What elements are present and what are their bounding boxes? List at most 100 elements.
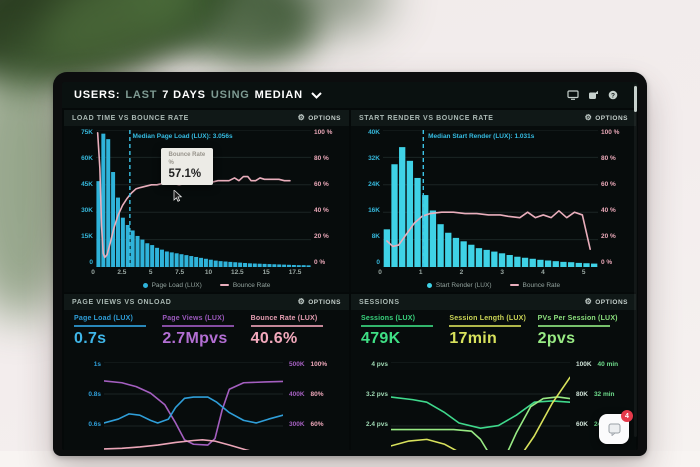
dashboard-topbar: USERS: LAST 7 DAYS USING MEDIAN [62,82,638,108]
title-days: 7 DAYS [162,89,206,101]
axis-tick-label: 4 pvs [371,361,388,368]
metric-bounce-rate: Bounce Rate (LUX) 40.6% [250,315,339,359]
metric-page-views: Page Views (LUX) 2.7Mpvs [162,315,250,359]
axis-tick-label: 40K [368,129,380,136]
options-label: OPTIONS [595,114,628,122]
metric-underline [449,325,522,327]
x-tick-label: 3 [500,269,504,276]
axis-tick-label: 100 % [314,129,333,136]
y-axis-right: 100 % 80 % 60 % 40 % 20 % 0 % [598,129,632,267]
gear-icon: ⚙ [297,113,306,122]
panel-page-views: PAGE VIEWS VS ONLOAD ⚙ OPTIONS Page Load… [64,294,349,450]
x-tick-label: 12.5 [231,269,244,276]
metric-value: 17min [449,329,498,347]
tooltip-value: 57.1% [168,168,202,181]
panel-start-render: START RENDER VS BOUNCE RATE ⚙ OPTIONS 40… [351,110,636,292]
options-button[interactable]: ⚙ OPTIONS [585,114,628,122]
tooltip-unit: % [168,159,174,166]
legend-item[interactable]: Page Load (LUX) [142,281,202,289]
chat-widget-button[interactable]: 4 [599,410,633,444]
display-icon[interactable] [567,90,579,100]
axis-tick-label: 1s [93,361,101,368]
title-using: USING [210,89,250,101]
scrollbar-thumb[interactable] [634,86,637,112]
x-tick-label: 0 [378,269,382,276]
x-tick-label: 10 [204,269,213,276]
metric-row: Sessions (LUX) 479K Session Length (LUX)… [351,310,636,360]
axis-tick-label: 30K [81,207,93,215]
panel-header: START RENDER VS BOUNCE RATE ⚙ OPTIONS [351,110,636,126]
axis-tick-label: 8K [371,233,380,241]
tooltip-title: Bounce Rate % [169,152,206,168]
page-views-chart [104,362,283,450]
chart-area: 1s0.8s0.6s0.4s 500K100%400K80%300K60%200… [64,360,349,450]
x-tick-label: 17.5 [288,269,302,276]
options-button[interactable]: ⚙ OPTIONS [298,114,341,122]
axis-tick-label: 0 [376,259,380,267]
x-tick-label: 15 [262,269,270,276]
sessions-chart [391,362,570,450]
y-axis-left: 1s0.8s0.6s0.4s [68,361,104,450]
axis-tick-label: 80 % [601,155,616,163]
axis-tick-pair: 300K 60% [289,420,324,428]
svg-text:?: ? [611,92,615,99]
scrollbar-track[interactable] [634,84,637,438]
x-tick-label: 0 [91,269,95,276]
legend-label: Start Render (LUX) [435,281,492,289]
axis-tick-label: 60 % [601,181,616,189]
notification-badge: 4 [621,410,633,422]
axis-tick-label: 0.8s [88,390,101,398]
title-last: LAST [125,89,158,101]
options-label: OPTIONS [308,114,341,122]
metric-label: Page Load (LUX) [74,315,134,322]
legend-item[interactable]: Bounce Rate [219,282,270,289]
axis-tick-label: 45K [81,181,93,189]
options-label: OPTIONS [595,298,628,306]
axis-tick-label: 3.2 pvs [365,390,388,398]
metric-label: PVs Per Session (LUX) [537,315,618,322]
metric-label: Sessions (LUX) [361,315,416,322]
legend-label: Page Load (LUX) [151,281,202,289]
axis-tick-label: 15K [81,233,93,241]
metric-page-load: Page Load (LUX) 0.7s [74,315,162,359]
gear-icon: ⚙ [584,297,593,306]
laptop: USERS: LAST 7 DAYS USING MEDIAN [53,72,647,456]
axis-tick-pair: 80K 32 min [576,390,615,398]
metric-session-length: Session Length (LUX) 17min [449,315,537,359]
help-icon[interactable]: ? [608,90,618,100]
legend-item[interactable]: Bounce Rate [509,282,560,289]
options-button[interactable]: ⚙ OPTIONS [298,298,341,306]
chevron-down-icon[interactable] [311,91,322,99]
load-time-chart: Median Page Load (LUX): 3.056s Bounce Ra… [96,130,311,267]
metric-row: Page Load (LUX) 0.7s Page Views (LUX) 2.… [64,310,349,360]
panel-header: LOAD TIME VS BOUNCE RATE ⚙ OPTIONS [64,110,349,126]
axis-tick-label: 2.4 pvs [365,420,388,428]
panel-header: PAGE VIEWS VS ONLOAD ⚙ OPTIONS [64,294,349,310]
dashboard-title[interactable]: USERS: LAST 7 DAYS USING MEDIAN [74,89,322,101]
metric-value: 0.7s [74,329,107,347]
chat-bubble-icon [608,423,620,436]
y-axis-right: 100 % 80 % 60 % 40 % 20 % 0 % [311,129,345,267]
axis-tick-label: 32K [368,155,380,163]
panel-load-time: LOAD TIME VS BOUNCE RATE ⚙ OPTIONS 75K 60… [64,110,349,292]
options-label: OPTIONS [308,298,341,306]
axis-tick-label: 60 % [314,181,329,189]
legend-dot-icon [426,282,432,288]
axis-tick-label: 0 [89,259,93,267]
axis-tick-label: 20 % [314,233,329,241]
metric-value: 40.6% [250,329,298,347]
x-axis-row: 0 1 2 3 4 5 [378,268,604,278]
external-link-icon[interactable] [588,90,599,100]
options-button[interactable]: ⚙ OPTIONS [585,298,628,306]
metric-label: Session Length (LUX) [449,315,527,322]
metric-value: 2.7Mpvs [162,329,228,347]
gear-icon: ⚙ [584,113,593,122]
legend-item[interactable]: Start Render (LUX) [426,281,492,289]
chart-area: 75K 60K 45K 30K 15K 0 Median Page Load (LUX):… [64,126,349,267]
metric-label: Page Views (LUX) [162,315,225,322]
topbar-icons: ? [567,90,618,100]
